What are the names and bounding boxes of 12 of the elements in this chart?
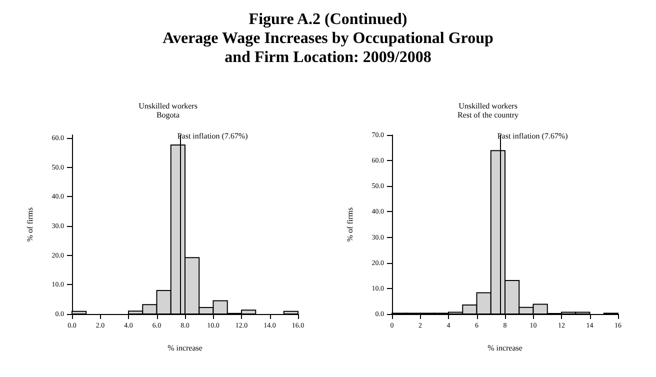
y-axis-title: % of firms bbox=[346, 207, 354, 242]
text: Figure A.2 (Continued) bbox=[248, 10, 408, 29]
x-axis-title: % increase bbox=[488, 344, 523, 352]
x-axis-title: % increase bbox=[168, 344, 203, 352]
chart-title: Unskilled workers bbox=[138, 102, 198, 110]
ref-line-label: Past inflation (7.67%) bbox=[497, 132, 568, 140]
chart-title: Unskilled workers bbox=[458, 102, 518, 110]
y-axis-title: % of firms bbox=[26, 207, 34, 242]
chart-subtitle: Bogota bbox=[156, 110, 180, 120]
ref-line-label: Past inflation (7.67%) bbox=[177, 132, 248, 140]
chart-subtitle: Rest of the country bbox=[457, 110, 519, 120]
text: Average Wage Increases by Occupational Group and Firm Location: 2009/2008 bbox=[162, 29, 494, 67]
